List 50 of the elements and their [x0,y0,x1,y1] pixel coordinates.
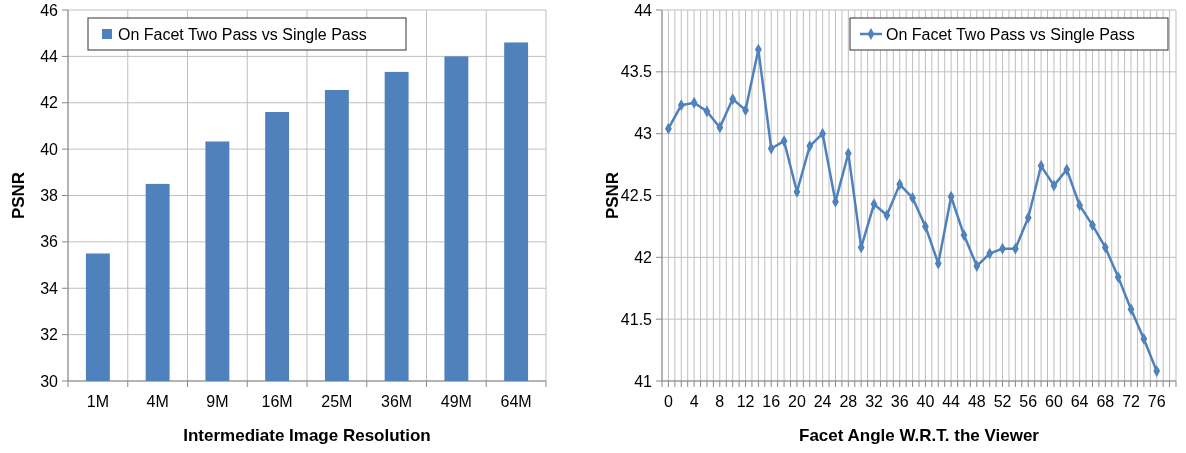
y-axis-title: PSNR [603,171,622,220]
y-tick-label: 42 [40,94,59,112]
x-tick-label: 60 [1045,393,1063,410]
y-tick-label: 43 [634,125,653,143]
y-axis-title: PSNR [9,171,28,220]
x-tick-label: 24 [813,393,832,410]
x-tick-label: 20 [788,393,806,410]
x-tick-label: 76 [1147,393,1166,410]
x-tick-label: 52 [993,393,1012,410]
x-tick-label: 32 [865,393,884,410]
y-tick-label: 41.5 [620,310,653,328]
x-tick-label: 0 [663,393,673,410]
y-tick-label: 38 [40,187,59,205]
x-axis-title: Facet Angle W.R.T. the Viewer [799,426,1040,445]
y-tick-label: 44 [40,47,59,65]
x-tick-label: 48 [967,393,986,410]
x-tick-label: 8 [715,393,725,410]
x-tick-label: 28 [839,393,858,410]
y-tick-label: 32 [40,326,59,344]
x-tick-label: 1M [86,393,109,410]
x-tick-label: 56 [1019,393,1038,410]
y-tick-label: 34 [40,279,59,297]
x-tick-label: 4 [689,393,699,410]
legend-label: On Facet Two Pass vs Single Pass [118,25,367,43]
x-tick-label: 16 [762,393,781,410]
x-tick-label: 49M [440,393,472,410]
legend-label: On Facet Two Pass vs Single Pass [886,25,1135,43]
x-axis-title: Intermediate Image Resolution [183,426,431,445]
y-tick-label: 42 [634,248,653,266]
x-tick-label: 64M [500,393,532,410]
x-tick-label: 36M [381,393,413,410]
x-tick-label: 16M [261,393,293,410]
x-tick-label: 25M [321,393,353,410]
x-tick-label: 4M [146,393,169,410]
y-tick-label: 40 [40,140,59,158]
y-tick-label: 43.5 [620,63,653,81]
x-tick-label: 68 [1096,393,1115,410]
x-tick-label: 12 [736,393,755,410]
y-tick-label: 46 [40,1,59,19]
y-tick-label: 41 [634,372,653,390]
y-tick-label: 42.5 [620,187,653,205]
x-tick-label: 40 [916,393,935,410]
y-tick-label: 44 [634,1,653,19]
x-tick-label: 9M [206,393,229,410]
x-tick-label: 44 [942,393,961,410]
x-tick-label: 72 [1122,393,1141,410]
x-tick-label: 36 [890,393,909,410]
y-tick-label: 36 [40,233,59,251]
y-tick-label: 30 [40,372,59,390]
x-tick-label: 64 [1070,393,1089,410]
